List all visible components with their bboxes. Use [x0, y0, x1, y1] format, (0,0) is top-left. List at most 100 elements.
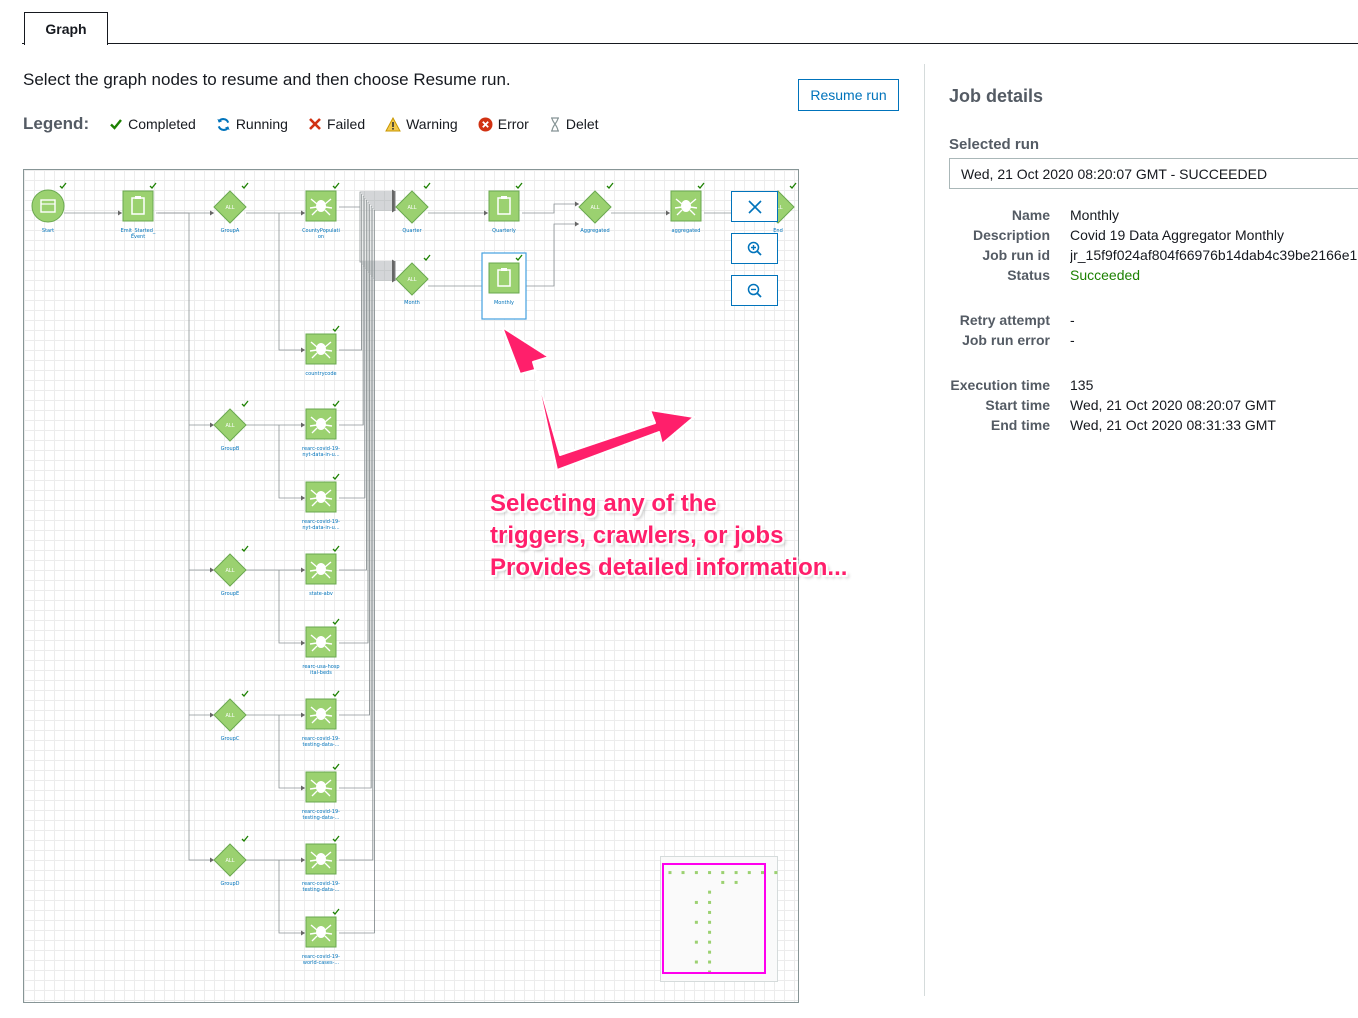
detail-value: Monthly — [1070, 207, 1120, 223]
check-icon — [241, 835, 249, 842]
hourglass-icon — [550, 116, 559, 132]
detail-name: Name Monthly — [940, 205, 1358, 225]
graph-node-worldcases[interactable]: rearc-covid-19-world-cases-... — [302, 908, 340, 966]
minimap-node — [708, 890, 712, 894]
check-icon — [241, 182, 249, 189]
graph-node-aggcrawler[interactable]: aggregated — [670, 182, 705, 234]
node-label: Quarterly — [492, 228, 516, 234]
detail-value: Wed, 21 Oct 2020 08:31:33 GMT — [1070, 417, 1276, 433]
node-label: Quarter — [402, 228, 422, 234]
graph-node-countrycode[interactable]: countrycode — [305, 325, 340, 377]
graph-minimap[interactable] — [660, 856, 778, 982]
minimap-node — [668, 871, 672, 875]
reset-graph-button[interactable] — [731, 191, 778, 222]
graph-node-month[interactable]: ALL Month — [395, 254, 431, 306]
graph-node-groupe[interactable]: ALL GroupE — [213, 545, 249, 597]
node-label: testing-data-... — [303, 742, 340, 748]
graph-node-emit[interactable]: Emit_Started_Event — [121, 182, 157, 240]
detail-label: Job run error — [962, 332, 1050, 348]
minimap-node — [760, 871, 764, 875]
node-label: rearc-covid-19- — [302, 446, 340, 452]
minimap-node — [708, 910, 712, 914]
spider-icon — [681, 200, 691, 212]
selected-run-select[interactable]: Wed, 21 Oct 2020 08:20:07 GMT - SUCCEEDE… — [949, 158, 1358, 189]
node-label: CountyPopulati — [302, 228, 340, 234]
graph-node-monthly[interactable]: Monthly — [481, 252, 527, 320]
minimap-node — [694, 871, 698, 875]
graph-node-groupa[interactable]: ALL GroupA — [213, 182, 249, 234]
check-icon — [241, 690, 249, 697]
check-icon — [515, 182, 523, 189]
spider-icon — [316, 926, 326, 938]
node-label: world-cases-... — [303, 960, 340, 966]
graph-node-groupc[interactable]: ALL GroupC — [213, 690, 249, 742]
check-icon — [241, 400, 249, 407]
node-label: rearc-covid-19- — [302, 736, 340, 742]
graph-node-quarterly[interactable]: Quarterly — [488, 182, 523, 234]
detail-label: Start time — [985, 397, 1050, 413]
legend-running: Running — [216, 116, 288, 132]
legend-label: Delet — [565, 116, 599, 132]
node-label: nyt-data-in-u... — [302, 525, 340, 531]
graph-node-aggregated[interactable]: ALL Aggregated — [578, 182, 614, 234]
graph-node-testing1[interactable]: rearc-covid-19-testing-data-... — [302, 690, 340, 748]
status-badge: Succeeded — [1070, 267, 1141, 283]
graph-node-nytus1[interactable]: rearc-covid-19-nyt-data-in-u... — [302, 400, 340, 458]
detail-retry-attempt: Retry attempt - — [940, 310, 1358, 330]
graph-node-nytus2[interactable]: rearc-covid-19-nyt-data-in-u... — [302, 473, 340, 531]
minimap-node — [708, 940, 712, 944]
trigger-label: ALL — [408, 277, 417, 283]
tab-graph[interactable]: Graph — [24, 12, 108, 45]
spider-icon — [316, 418, 326, 430]
check-icon — [789, 182, 797, 189]
graph-node-testing3[interactable]: rearc-covid-19-testing-data-... — [302, 835, 340, 893]
annotation-text: Selecting any of the triggers, crawlers,… — [490, 488, 847, 584]
detail-label: Name — [1011, 207, 1050, 223]
zoom-in-button[interactable] — [731, 233, 778, 264]
spider-icon — [316, 636, 326, 648]
resume-run-button[interactable]: Resume run — [798, 79, 899, 111]
spider-icon — [316, 491, 326, 503]
legend-label: Completed — [128, 116, 196, 132]
calendar-icon — [40, 199, 56, 213]
graph-node-quarter[interactable]: ALL Quarter — [395, 182, 431, 234]
graph-node-groupb[interactable]: ALL GroupB — [213, 400, 249, 452]
spider-icon — [316, 708, 326, 720]
zoom-out-icon — [747, 283, 762, 298]
zoom-out-button[interactable] — [731, 275, 778, 306]
node-label: rearc-covid-19- — [302, 519, 340, 525]
detail-job-run-id: Job run id jr_15f9f024af804f66976b14dab4c… — [940, 245, 1358, 265]
node-label: ital-beds — [310, 670, 332, 676]
graph-node-groupd[interactable]: ALL GroupD — [213, 835, 249, 887]
spider-icon — [316, 200, 326, 212]
check-icon — [332, 908, 340, 915]
minimap-viewport[interactable] — [662, 863, 766, 974]
graph-node-stateabv[interactable]: state-abv — [305, 545, 340, 597]
minimap-node — [681, 871, 685, 875]
detail-execution-time: Execution time 135 — [940, 375, 1358, 395]
graph-nodes: Start Emit_Started_Event ALL GroupA CountyPo… — [31, 182, 797, 966]
workflow-graph-canvas[interactable]: Start Emit_Started_ Event ALL GroupA CountyPo… — [23, 169, 799, 1003]
warning-icon — [385, 116, 401, 131]
node-label: GroupC — [221, 736, 240, 742]
detail-value: 135 — [1070, 377, 1094, 393]
trigger-label: ALL — [226, 205, 235, 211]
trigger-label: ALL — [226, 568, 235, 574]
node-label: rearc-covid-19- — [302, 954, 340, 960]
node-label: Event — [131, 234, 145, 240]
minimap-node — [694, 900, 698, 904]
node-label: End — [773, 228, 783, 234]
check-icon — [697, 182, 705, 189]
check-icon — [332, 835, 340, 842]
detail-value: - — [1070, 332, 1075, 348]
legend-warning: Warning — [385, 116, 458, 132]
graph-node-testing2[interactable]: rearc-covid-19-testing-data-... — [302, 763, 340, 821]
graph-node-start[interactable]: Start — [31, 182, 67, 234]
detail-value: Covid 19 Data Aggregator Monthly — [1070, 227, 1285, 243]
check-icon — [332, 400, 340, 407]
selected-run-label: Selected run — [949, 136, 1040, 153]
minimap-node — [694, 940, 698, 944]
check-icon — [332, 763, 340, 770]
